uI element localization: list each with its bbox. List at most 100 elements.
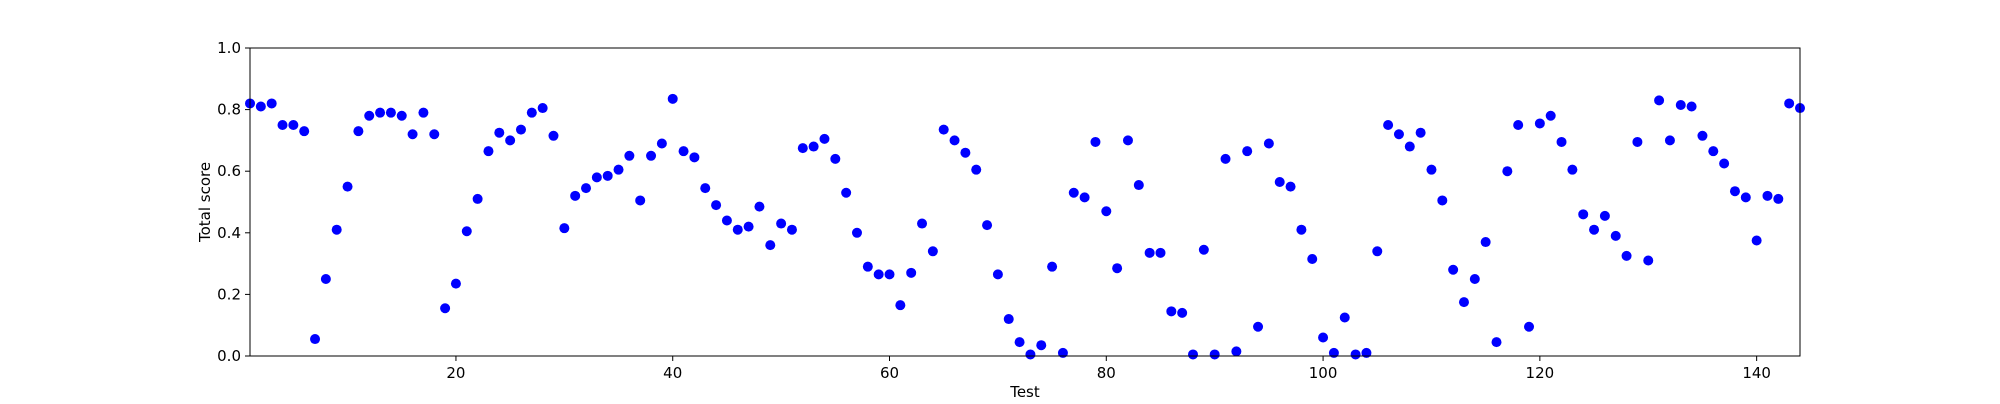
data-point	[667, 93, 678, 104]
data-point	[830, 153, 841, 164]
data-point	[797, 143, 808, 154]
y-tick-label: 0.0	[217, 347, 241, 365]
data-point	[1567, 164, 1578, 175]
data-point	[559, 223, 570, 234]
data-point	[1448, 264, 1459, 275]
data-point	[1643, 255, 1654, 266]
data-point	[1632, 136, 1643, 147]
data-point	[1122, 135, 1133, 146]
data-point	[1729, 186, 1740, 197]
data-point	[765, 240, 776, 251]
x-tick-label: 40	[663, 364, 682, 382]
data-point	[678, 146, 689, 157]
data-point	[331, 224, 342, 235]
data-point	[1036, 340, 1047, 351]
data-point	[288, 120, 299, 130]
data-point	[1773, 193, 1784, 204]
data-point	[1589, 224, 1600, 235]
data-point	[461, 226, 472, 237]
y-tick-label: 0.6	[217, 162, 241, 180]
data-point	[342, 181, 353, 192]
data-point	[418, 107, 429, 118]
data-point	[1719, 158, 1730, 169]
data-point	[364, 110, 375, 121]
data-point	[1610, 230, 1621, 241]
data-point	[613, 164, 624, 175]
data-point	[873, 269, 884, 280]
x-axis: 20 40 60 80 100 120 140	[446, 356, 1771, 382]
data-point	[1686, 101, 1697, 112]
data-point	[1578, 209, 1589, 220]
data-point	[689, 152, 700, 163]
data-point	[266, 98, 277, 109]
data-point	[635, 195, 646, 206]
data-point	[1177, 307, 1188, 318]
data-point	[1166, 306, 1177, 317]
data-point	[1003, 314, 1014, 325]
data-point	[450, 278, 461, 289]
data-point	[1144, 247, 1155, 258]
x-tick-label: 20	[446, 364, 465, 382]
data-point	[1318, 332, 1329, 343]
data-point	[1740, 192, 1751, 203]
data-point	[1209, 349, 1220, 360]
data-point	[1047, 261, 1058, 272]
data-point	[1534, 118, 1545, 129]
data-point	[505, 135, 516, 146]
data-point	[895, 300, 906, 311]
y-axis: 0.0 0.2 0.4 0.6 0.8 1.0	[217, 39, 250, 365]
x-tick-label: 120	[1526, 364, 1555, 382]
data-point	[581, 183, 592, 194]
data-point	[1556, 136, 1567, 147]
data-point	[1762, 190, 1773, 201]
data-point	[1469, 274, 1480, 284]
data-point	[1068, 187, 1079, 198]
data-point	[1404, 141, 1415, 152]
data-point	[1155, 247, 1166, 258]
data-point	[1339, 312, 1350, 323]
data-point	[808, 141, 819, 152]
data-point	[1708, 146, 1719, 157]
data-point	[776, 218, 787, 229]
data-point	[1307, 253, 1318, 264]
data-point	[992, 269, 1003, 280]
data-point	[1513, 120, 1524, 130]
data-point	[1751, 235, 1762, 246]
x-tick-label: 140	[1742, 364, 1771, 382]
data-point	[353, 126, 364, 137]
data-point	[1296, 224, 1307, 235]
data-point	[1697, 130, 1708, 141]
data-point	[1090, 136, 1101, 147]
x-tick-label: 80	[1097, 364, 1116, 382]
data-point	[949, 135, 960, 146]
data-point	[1675, 99, 1686, 110]
data-point	[754, 201, 765, 212]
data-point	[1274, 176, 1285, 187]
data-point	[385, 107, 396, 118]
data-point	[1437, 195, 1448, 206]
data-point	[1188, 349, 1199, 360]
data-point	[1198, 244, 1209, 255]
data-point	[1361, 347, 1372, 358]
data-point	[1285, 181, 1296, 192]
data-point	[862, 261, 873, 272]
data-point	[1263, 138, 1274, 149]
data-point	[982, 220, 993, 231]
data-point	[1458, 297, 1469, 308]
data-point	[938, 124, 949, 135]
data-point	[1415, 127, 1426, 138]
data-point	[884, 269, 895, 280]
data-point	[927, 246, 938, 257]
data-point	[1025, 349, 1036, 360]
data-point	[537, 103, 548, 114]
data-point	[1231, 346, 1242, 357]
data-point	[440, 303, 451, 314]
data-point	[494, 127, 505, 138]
data-point	[917, 218, 928, 229]
data-point	[310, 334, 321, 345]
data-point	[1480, 237, 1491, 248]
data-point	[700, 183, 711, 194]
data-point	[1383, 120, 1394, 130]
